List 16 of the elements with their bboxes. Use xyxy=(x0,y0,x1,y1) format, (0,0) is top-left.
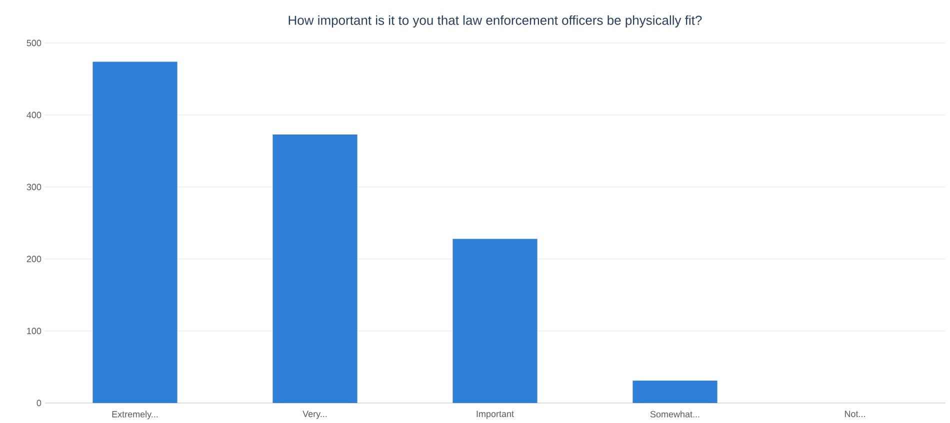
y-tick-label: 400 xyxy=(26,112,42,118)
bar xyxy=(452,238,538,403)
x-tick-label: Extremely... xyxy=(112,410,158,420)
x-tick-label: Very... xyxy=(302,410,327,419)
bar xyxy=(272,134,358,403)
y-tick-label: 200 xyxy=(26,256,42,262)
x-tick-label: Somewhat... xyxy=(650,410,700,418)
chart-title: How important is it to you that law enforcement officers be physically fit? xyxy=(288,15,702,28)
x-tick-label: Not... xyxy=(844,410,865,418)
bar xyxy=(92,62,178,403)
x-tick-label: Important xyxy=(476,410,514,419)
y-tick-label: 300 xyxy=(26,184,42,190)
y-tick-label: 0 xyxy=(36,400,42,406)
y-tick-label: 100 xyxy=(27,328,42,334)
bar xyxy=(632,380,718,403)
y-tick-label: 500 xyxy=(26,40,42,46)
